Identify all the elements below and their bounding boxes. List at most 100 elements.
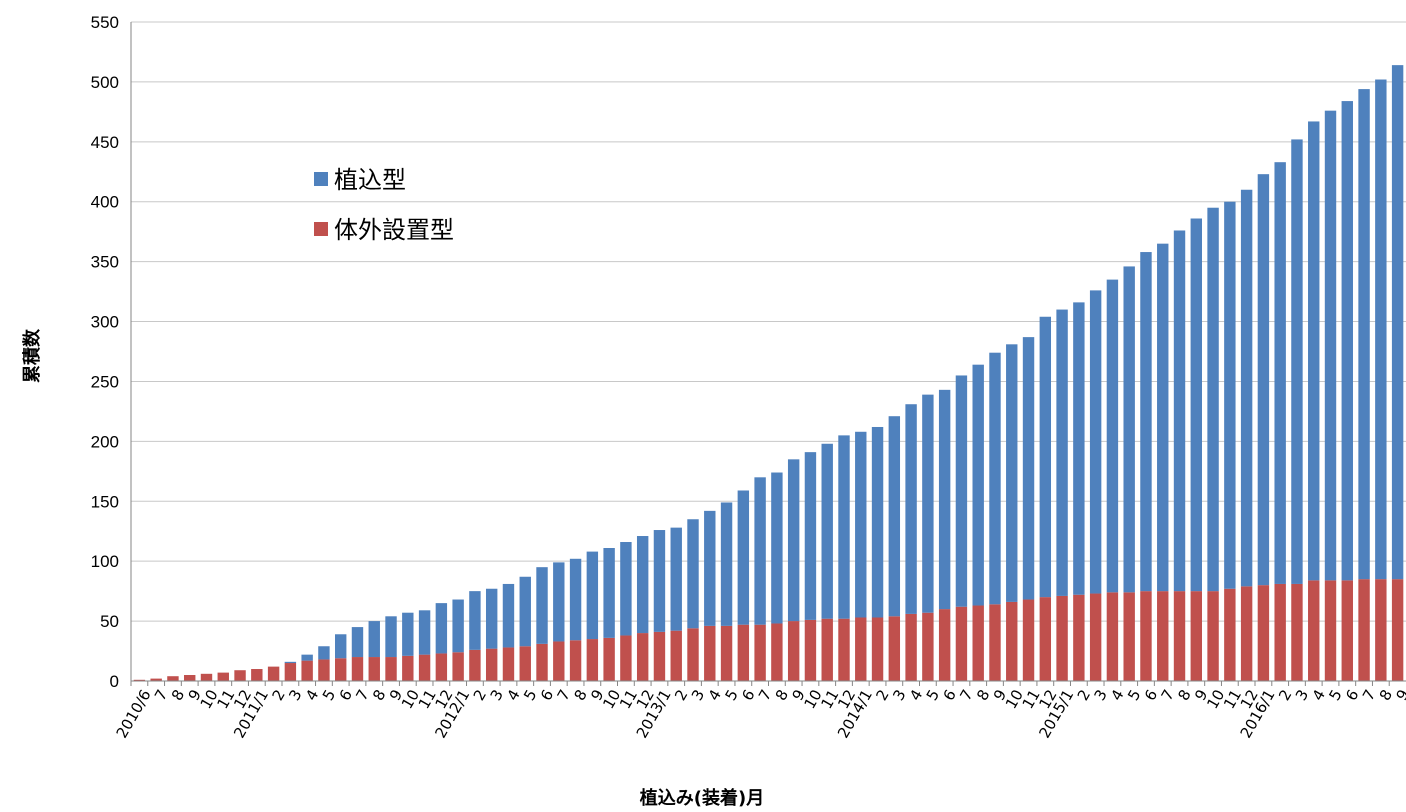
bar-implant [1257,174,1270,586]
legend-swatch-implant [314,172,328,186]
bar-series [133,65,1404,681]
bar-external [318,659,330,681]
bar-implant [888,416,901,617]
y-axis-title: 累積数 [21,328,43,383]
y-tick-label: 450 [91,133,119,152]
bar-implant [603,548,615,638]
bar-external [217,672,229,681]
bar-implant [553,562,565,642]
bar-external [234,670,246,681]
bar-external [351,657,364,681]
bar-external [150,678,162,681]
bar-external [536,643,548,681]
bar-external [301,660,313,681]
bar-implant [435,603,448,654]
bar-external [335,658,347,681]
bar-implant [385,616,397,658]
bar-external [418,654,431,681]
bar-implant [1224,201,1236,589]
bar-external [821,618,833,681]
bar-external [754,624,766,681]
bar-external [1274,583,1286,681]
bar-implant [368,621,380,658]
bar-implant [636,536,649,634]
legend-swatch-external [314,222,328,236]
bar-external [1257,585,1270,681]
bar-external [553,641,565,681]
y-tick-label: 300 [91,313,119,332]
bar-implant [754,477,766,625]
y-tick-label: 150 [91,492,119,511]
bar-external [955,606,968,681]
bar-implant [519,576,531,647]
x-tick-label: 2010/6 [113,687,155,742]
bar-external [1039,597,1052,681]
bar-external [704,625,716,681]
bar-external [1308,580,1320,681]
bar-external [720,625,733,681]
bar-external [435,653,448,681]
bar-implant [1006,344,1018,602]
bar-implant [1089,290,1102,594]
bar-external [1106,592,1119,681]
axes [130,22,1406,686]
bar-implant [1375,79,1387,580]
bar-external [653,631,666,681]
bar-implant [1106,279,1119,593]
bar-external [569,640,582,681]
bar-implant [351,627,364,658]
bar-external [838,618,850,681]
bar-external [502,647,515,681]
bar-implant [972,364,984,606]
legend-label-external: 体外設置型 [334,216,454,244]
y-tick-label: 250 [91,372,119,391]
bar-external [888,616,901,681]
bar-implant [335,634,347,659]
bar-external [855,617,867,681]
bar-external [1022,599,1035,681]
bar-implant [670,527,682,631]
bar-implant [1039,316,1052,598]
bar-external [1157,591,1169,681]
bar-external [133,679,146,681]
bar-implant [905,404,917,614]
bar-implant [922,394,934,613]
bar-external [603,637,615,681]
bar-implant [318,646,330,660]
bar-implant [1391,65,1404,580]
bar-external [922,612,934,681]
y-tick-label: 50 [100,612,119,631]
bar-implant [1073,302,1085,595]
bar-implant [536,567,548,644]
bar-implant [855,431,867,618]
bar-implant [1140,252,1152,592]
bar-external [787,621,800,681]
bar-implant [1022,337,1035,600]
bar-external [972,605,984,681]
bar-external [586,639,599,681]
bar-external [519,646,531,681]
bar-external [200,673,213,681]
bar-implant [1157,243,1169,592]
bar-external [1358,579,1370,681]
bar-external [737,624,750,681]
y-tick-label: 200 [91,432,119,451]
bar-external [1123,592,1135,681]
bar-external [1140,591,1152,681]
x-tick-label: 9 [1393,687,1406,704]
bar-external [267,666,280,681]
bar-external [1341,580,1353,681]
bar-external [938,609,951,681]
y-tick-label: 0 [110,672,119,691]
bar-implant [1274,162,1286,584]
bar-implant [620,542,632,636]
bar-implant [1291,139,1303,584]
bar-external [167,676,179,681]
bar-implant [418,610,431,655]
bar-implant [720,502,733,626]
bar-external [620,635,632,681]
bar-external [1056,595,1068,681]
bar-implant [1240,189,1253,587]
bar-implant [1308,121,1320,581]
